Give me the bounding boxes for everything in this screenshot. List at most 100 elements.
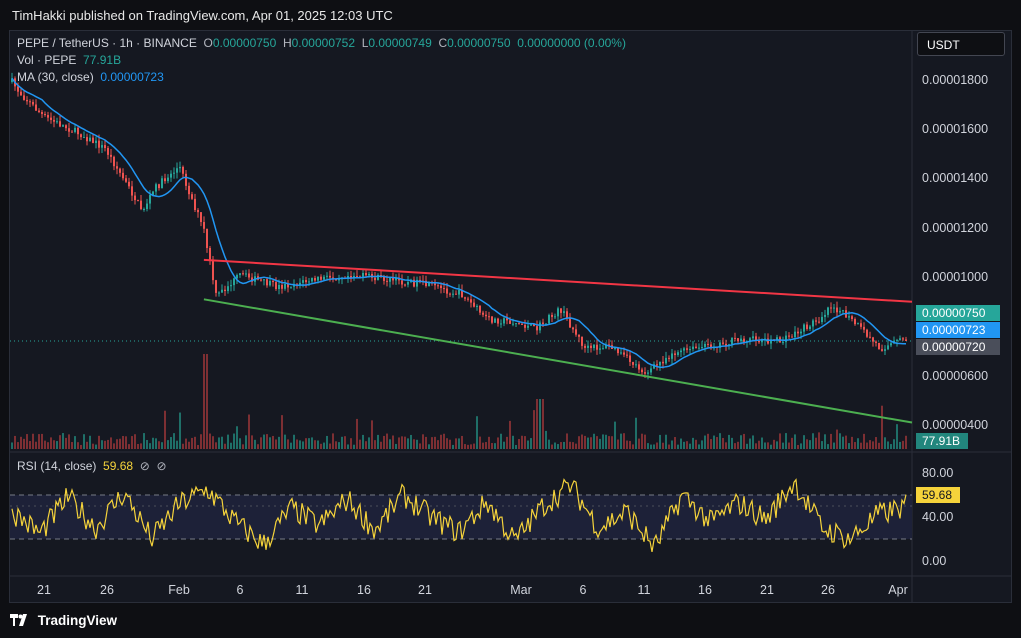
volume-bar (803, 435, 805, 449)
candle-body (218, 292, 220, 294)
resistance-trendline[interactable] (203, 258, 913, 303)
volume-legend[interactable]: Vol · PEPE 77.91B (17, 53, 121, 67)
currency-button[interactable]: USDT (917, 32, 1005, 56)
candle-body (29, 101, 31, 103)
candle-body (242, 273, 244, 275)
candle-body (710, 344, 712, 349)
time-tick: 16 (357, 583, 371, 597)
candle-body (176, 168, 178, 173)
candle-body (875, 341, 877, 343)
volume-bar (323, 442, 325, 449)
volume-bar (59, 435, 61, 449)
volume-bar (659, 434, 661, 449)
time-tick: 11 (637, 583, 651, 597)
open-label: O (203, 36, 213, 50)
candle-body (305, 280, 307, 283)
volume-bar (47, 442, 49, 449)
candle-body (17, 86, 19, 92)
price-tick: 0.00001600 (922, 122, 989, 136)
volume-bar (767, 442, 769, 449)
candle-body (470, 299, 472, 303)
candle-body (545, 323, 547, 325)
volume-bar (905, 435, 907, 449)
volume-bar (722, 437, 724, 449)
candle-body (863, 326, 865, 330)
eye-slash-icon[interactable]: ⊘ (156, 459, 167, 473)
volume-bar (434, 436, 436, 449)
price-tick: 0.00000400 (922, 418, 989, 432)
candle-body (707, 343, 709, 345)
candle-body (191, 194, 193, 199)
candle-body (452, 293, 454, 295)
volume-bar (365, 441, 367, 449)
candle-body (644, 372, 646, 374)
volume-bar (71, 442, 73, 449)
time-tick: 16 (698, 583, 712, 597)
candle-body (812, 320, 814, 327)
ma-legend[interactable]: MA (30, close) 0.00000723 (17, 70, 164, 84)
time-tick: 21 (760, 583, 774, 597)
volume-bar (194, 436, 196, 449)
volume-bar (14, 435, 16, 449)
volume-bar (389, 439, 391, 449)
volume-bar (437, 440, 439, 449)
candle-body (902, 338, 904, 340)
volume-bar (128, 444, 130, 449)
volume-bar (368, 437, 370, 449)
rsi-legend[interactable]: RSI (14, close) 59.68 ⊘ ⊘ (17, 459, 167, 473)
candle-body (491, 316, 493, 323)
candle-body (131, 186, 133, 196)
close-label: C (438, 36, 448, 50)
volume-bar (863, 433, 865, 449)
price-tick: 0.00001400 (922, 171, 989, 185)
candle-body (722, 342, 724, 344)
candle-body (65, 125, 67, 129)
candle-body (527, 325, 529, 328)
volume-bar (410, 434, 412, 449)
candle-body (488, 316, 490, 318)
candle-body (485, 314, 487, 317)
volume-bar (314, 440, 316, 449)
time-tick: 21 (418, 583, 432, 597)
volume-bar (560, 442, 562, 449)
candle-body (116, 166, 118, 169)
volume-bar (587, 437, 589, 449)
tradingview-logo[interactable]: TradingView (10, 613, 117, 629)
volume-bar (842, 436, 844, 449)
volume-bar (170, 437, 172, 449)
volume-bar (728, 434, 730, 449)
candle-body (212, 260, 214, 281)
volume-bar (209, 433, 211, 449)
candle-body (464, 297, 466, 299)
symbol-legend[interactable]: PEPE / TetherUS · 1h · BINANCE O0.000007… (17, 36, 626, 50)
volume-bar (506, 436, 508, 449)
candle-body (842, 310, 844, 312)
volume-bar (419, 443, 421, 449)
ma-line (11, 77, 906, 369)
published-info: TimHakki published on TradingView.com, A… (12, 8, 393, 23)
candle-body (11, 78, 13, 82)
candle-body (584, 345, 586, 348)
volume-bar (29, 441, 31, 449)
eye-slash-icon[interactable]: ⊘ (139, 459, 150, 473)
volume-bar (833, 442, 835, 449)
price-tick: 0.00001200 (922, 221, 989, 235)
volume-bar (800, 443, 802, 449)
symbol-name[interactable]: PEPE / TetherUS · 1h · BINANCE (17, 36, 197, 50)
candle-body (26, 99, 28, 102)
volume-bar (878, 442, 880, 449)
volume-bar (479, 436, 481, 449)
volume-bar (650, 444, 652, 449)
volume-bar (440, 434, 442, 449)
candle-body (146, 203, 148, 209)
candle-body (401, 280, 403, 285)
candle-body (185, 173, 187, 186)
price-tick: 0.00001800 (922, 73, 989, 87)
last-price-label: 0.00000750 (916, 305, 1000, 321)
support-trendline[interactable] (203, 298, 913, 424)
volume-bar (743, 433, 745, 449)
volume-bar (815, 437, 817, 449)
volume-bar (683, 441, 685, 449)
volume-bar (188, 441, 190, 449)
